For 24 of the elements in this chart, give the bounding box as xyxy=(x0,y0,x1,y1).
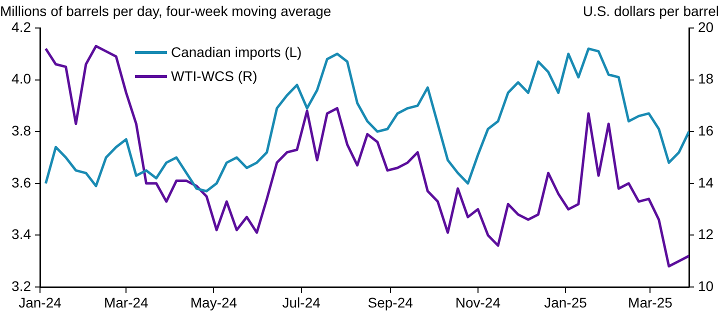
y2-tick-label: 20 xyxy=(698,18,714,35)
y-tick-label: 3.2 xyxy=(12,278,32,294)
y-tick-label: 3.6 xyxy=(12,174,32,190)
y2-tick-label: 16 xyxy=(698,122,714,138)
y-tick-label: 4.0 xyxy=(12,70,32,87)
y2-tick-label: 18 xyxy=(698,70,714,87)
y2-tick-label: 14 xyxy=(698,174,714,190)
x-tick-label: Nov-24 xyxy=(455,294,501,310)
legend-label: WTI-WCS (R) xyxy=(171,68,258,84)
x-tick-label: May-24 xyxy=(190,294,238,310)
y2-tick-label: 10 xyxy=(698,278,714,294)
legend-label: Canadian imports (L) xyxy=(171,44,302,60)
y-tick-label: 3.8 xyxy=(12,122,32,138)
y2-tick-label: 12 xyxy=(698,226,714,242)
x-tick-label: Jan-24 xyxy=(18,294,62,310)
y-axis-title: Millions of barrels per day, four-week moving average xyxy=(0,3,332,19)
x-tick-label: Mar-24 xyxy=(104,294,149,310)
x-tick-label: Jul-24 xyxy=(282,294,321,310)
y-tick-label: 3.4 xyxy=(12,226,32,242)
x-tick-label: Sep-24 xyxy=(368,294,414,310)
x-tick-label: Mar-25 xyxy=(628,294,673,310)
y2-axis-title: U.S. dollars per barrel xyxy=(582,3,719,19)
y-tick-label: 4.2 xyxy=(12,18,32,35)
x-tick-label: Jan-25 xyxy=(544,294,588,310)
